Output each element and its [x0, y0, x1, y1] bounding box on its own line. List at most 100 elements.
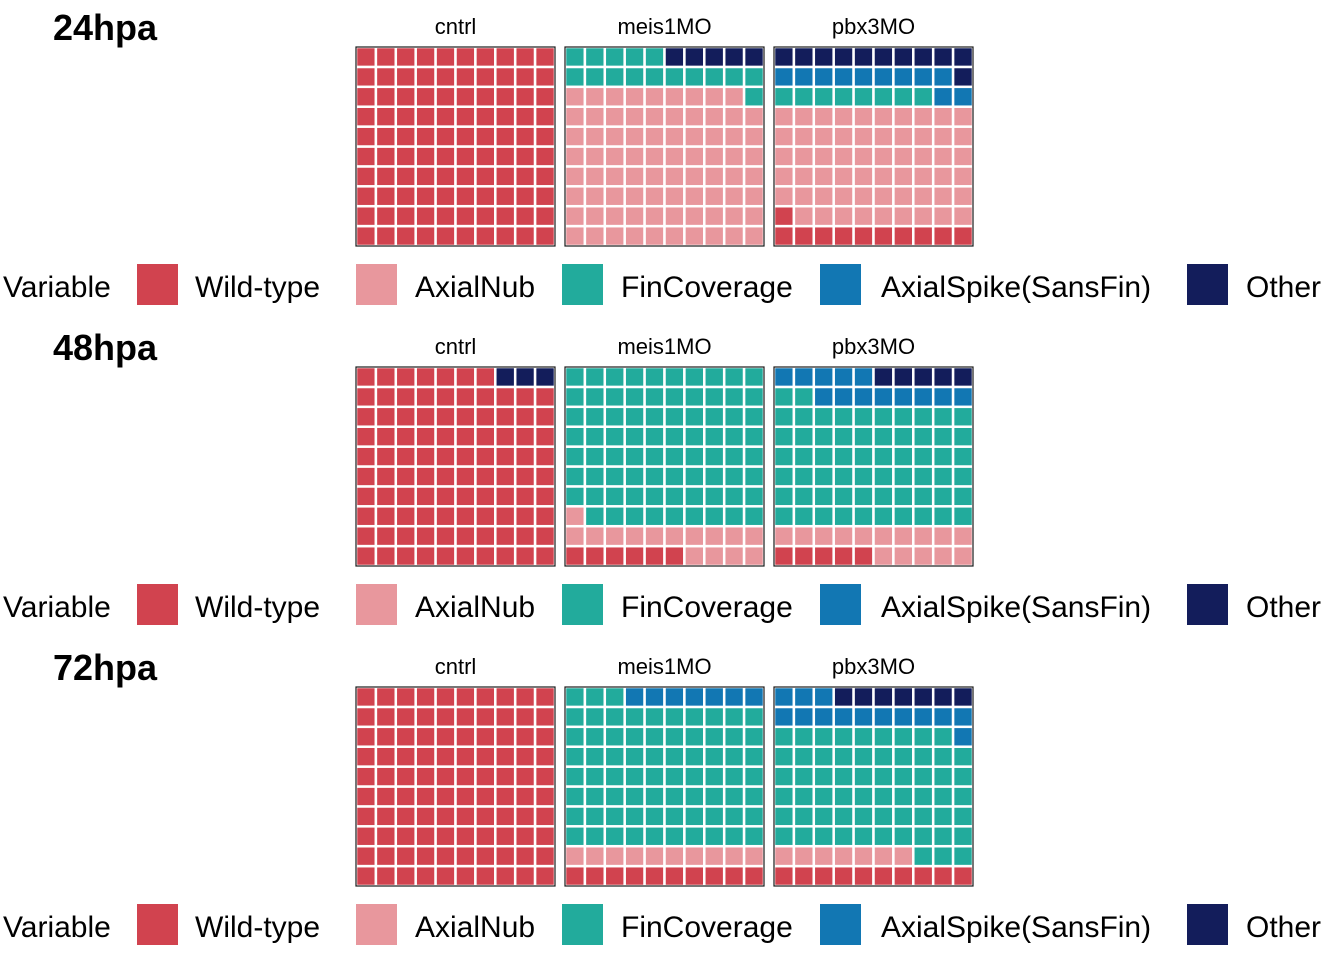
- waffle-cell-wild-type: [434, 825, 457, 848]
- waffle-cell-fincoverage: [792, 85, 816, 108]
- waffle-cell-fincoverage: [912, 405, 935, 428]
- waffle-cell-wild-type: [374, 485, 398, 508]
- waffle-cell-wild-type: [454, 224, 477, 248]
- legend-title: Variable: [3, 591, 111, 624]
- waffle-cell-wild-type: [354, 805, 378, 828]
- waffle-cell-fincoverage: [812, 805, 835, 828]
- waffle-cell-fincoverage: [703, 445, 726, 468]
- waffle-cell-fincoverage: [663, 445, 686, 468]
- waffle-cell-axialnub: [951, 145, 975, 168]
- waffle-cell-wild-type: [563, 544, 587, 568]
- waffle-cell-wild-type: [434, 705, 457, 729]
- waffle-cell-other: [872, 685, 895, 709]
- waffle-cell-wild-type: [454, 864, 477, 888]
- waffle-cell-fincoverage: [912, 465, 935, 488]
- waffle-cell-wild-type: [354, 85, 378, 108]
- waffle-cell-wild-type: [513, 485, 537, 508]
- waffle-cell-axialspike-sansfin-: [812, 385, 835, 409]
- waffle-cell-axialspike-sansfin-: [792, 65, 816, 89]
- waffle-cell-wild-type: [533, 485, 557, 508]
- waffle-cell-wild-type: [474, 485, 497, 508]
- waffle-cell-fincoverage: [772, 485, 796, 508]
- waffle-cell-axialnub: [603, 524, 626, 548]
- waffle-cell-axialnub: [683, 145, 706, 168]
- waffle-cell-axialnub: [603, 224, 626, 248]
- waffle-cell-wild-type: [494, 445, 517, 468]
- waffle-cell-axialnub: [852, 105, 875, 128]
- waffle-cell-wild-type: [354, 165, 378, 188]
- waffle-cell-fincoverage: [663, 725, 686, 748]
- waffle-cell-fincoverage: [603, 725, 626, 748]
- waffle-cell-axialnub: [703, 125, 726, 148]
- waffle-cell-axialnub: [583, 105, 607, 128]
- waffle-cell-fincoverage: [603, 825, 626, 848]
- waffle-cell-wild-type: [374, 524, 398, 548]
- facet-label: meis1MO: [617, 14, 711, 39]
- waffle-cell-fincoverage: [912, 725, 935, 748]
- waffle-cell-fincoverage: [892, 505, 915, 528]
- waffle-cell-fincoverage: [852, 725, 875, 748]
- legend-label: Other: [1246, 911, 1321, 944]
- waffle-cell-axialnub: [931, 125, 955, 148]
- waffle-cell-axialnub: [772, 125, 796, 148]
- waffle-cell-wild-type: [663, 864, 686, 888]
- waffle-cell-axialnub: [792, 145, 816, 168]
- waffle-cell-axialnub: [683, 125, 706, 148]
- waffle-cell-wild-type: [354, 465, 378, 488]
- waffle-cell-fincoverage: [703, 465, 726, 488]
- waffle-cell-wild-type: [394, 485, 417, 508]
- waffle-cell-wild-type: [494, 204, 517, 228]
- waffle-cell-wild-type: [533, 105, 557, 128]
- waffle-cell-wild-type: [434, 725, 457, 748]
- waffle-cell-axialnub: [892, 145, 915, 168]
- waffle-cell-wild-type: [394, 765, 417, 788]
- waffle-cell-axialnub: [603, 844, 626, 868]
- waffle-cell-fincoverage: [663, 365, 686, 389]
- waffle-cell-fincoverage: [912, 805, 935, 828]
- legend-label: AxialNub: [415, 271, 535, 304]
- facet-border: [564, 686, 765, 887]
- waffle-cell-fincoverage: [563, 825, 587, 848]
- waffle-cell-wild-type: [354, 785, 378, 808]
- waffle-cell-fincoverage: [603, 445, 626, 468]
- waffle-cell-wild-type: [354, 185, 378, 208]
- waffle-cell-fincoverage: [583, 825, 607, 848]
- waffle-cell-wild-type: [513, 465, 537, 488]
- waffle-cell-wild-type: [414, 365, 437, 389]
- waffle-cell-wild-type: [434, 485, 457, 508]
- waffle-cell-fincoverage: [792, 725, 816, 748]
- waffle-cell-wild-type: [474, 105, 497, 128]
- waffle-cell-wild-type: [414, 505, 437, 528]
- waffle-cell-wild-type: [374, 785, 398, 808]
- waffle-cell-wild-type: [494, 844, 517, 868]
- waffle-cell-axialnub: [722, 165, 746, 188]
- waffle-cell-wild-type: [494, 465, 517, 488]
- waffle-cell-fincoverage: [683, 725, 706, 748]
- waffle-cell-axialnub: [583, 125, 607, 148]
- waffle-cell-fincoverage: [663, 485, 686, 508]
- waffle-cell-fincoverage: [872, 765, 895, 788]
- waffle-cell-fincoverage: [742, 445, 766, 468]
- waffle-cell-wild-type: [772, 204, 796, 228]
- waffle-cell-fincoverage: [663, 465, 686, 488]
- waffle-cell-axialnub: [563, 165, 587, 188]
- waffle-cell-fincoverage: [643, 485, 666, 508]
- waffle-cell-fincoverage: [772, 785, 796, 808]
- waffle-cell-axialnub: [643, 204, 666, 228]
- waffle-cell-wild-type: [474, 864, 497, 888]
- waffle-cell-wild-type: [474, 125, 497, 148]
- waffle-cell-wild-type: [374, 224, 398, 248]
- waffle-cell-wild-type: [394, 465, 417, 488]
- waffle-cell-other: [832, 685, 855, 709]
- waffle-cell-fincoverage: [663, 405, 686, 428]
- waffle-cell-fincoverage: [583, 45, 607, 69]
- waffle-cell-wild-type: [494, 544, 517, 568]
- waffle-cell-wild-type: [513, 85, 537, 108]
- waffle-cell-fincoverage: [742, 785, 766, 808]
- waffle-cell-wild-type: [772, 864, 796, 888]
- waffle-cell-wild-type: [394, 805, 417, 828]
- waffle-cell-fincoverage: [792, 465, 816, 488]
- waffle-cell-wild-type: [513, 544, 537, 568]
- waffle-cell-axialnub: [603, 185, 626, 208]
- waffle-cell-fincoverage: [703, 745, 726, 768]
